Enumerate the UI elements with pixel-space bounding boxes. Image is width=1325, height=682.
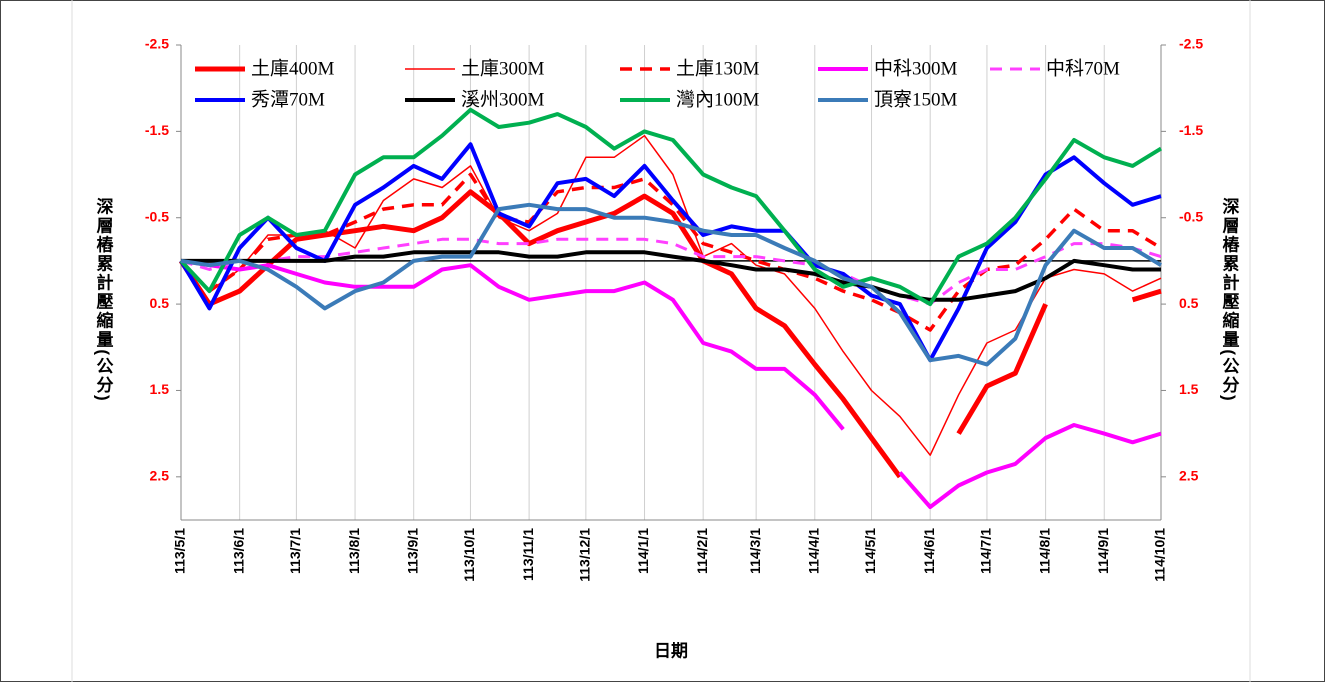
- legend-label: 頂寮150M: [874, 88, 958, 110]
- y2-tick-label: 2.5: [1179, 468, 1199, 484]
- legend-label: 土庫400M: [251, 57, 335, 79]
- y-axis-title: 深層樁累計壓縮量(公分): [94, 196, 114, 402]
- legend-label: 溪州300M: [461, 88, 545, 110]
- legend-label: 秀潭70M: [251, 88, 325, 110]
- legend-label: 中科70M: [1046, 57, 1120, 79]
- x-tick-label: 113/9/1: [404, 528, 420, 574]
- x-tick-label: 114/10/1: [1152, 528, 1168, 582]
- legend-label: 中科300M: [874, 57, 958, 79]
- x-tick-label: 113/12/1: [577, 528, 593, 582]
- series-line: [180, 258, 845, 431]
- x-tick-label: 113/7/1: [287, 528, 303, 574]
- legend-label: 土庫130M: [676, 57, 760, 79]
- x-tick-label: 113/8/1: [346, 528, 362, 574]
- y2-tick-label: -2.5: [1179, 36, 1203, 52]
- series-line: [180, 134, 1162, 456]
- x-tick-label: 113/5/1: [172, 528, 188, 574]
- y2-tick-label: 1.5: [1179, 381, 1199, 397]
- series-line: [180, 237, 1162, 306]
- x-tick-label: 114/8/1: [1036, 528, 1052, 574]
- series-line: [178, 189, 902, 479]
- y2-tick-label: 0.5: [1179, 295, 1199, 311]
- series-line: [181, 250, 1161, 302]
- x-tick-label: 114/2/1: [694, 528, 710, 574]
- x-axis-title: 日期: [654, 641, 688, 660]
- x-tick-label: 113/6/1: [230, 528, 246, 574]
- x-tick-label: 114/6/1: [921, 528, 937, 574]
- y2-axis-title: 深層樁累計壓縮量(公分): [1220, 196, 1240, 402]
- x-tick-label: 114/1/1: [635, 528, 651, 574]
- series-line: [179, 142, 1162, 363]
- legend-label: 灣內100M: [676, 88, 760, 110]
- x-tick-label: 114/4/1: [805, 528, 821, 574]
- y-tick-label: 2.5: [150, 468, 170, 484]
- y-tick-label: 0.5: [150, 295, 170, 311]
- x-tick-label: 114/5/1: [862, 528, 878, 574]
- x-tick-label: 114/3/1: [747, 528, 763, 574]
- legend-label: 土庫300M: [461, 57, 545, 79]
- y2-tick-label: -1.5: [1179, 122, 1203, 138]
- x-tick-label: 113/11/1: [520, 528, 536, 581]
- x-tick-label: 113/10/1: [461, 528, 477, 582]
- series-line: [180, 202, 1163, 367]
- y-tick-label: -1.5: [145, 122, 169, 138]
- series-line: [1131, 288, 1162, 303]
- x-tick-label: 114/7/1: [978, 528, 994, 574]
- series-line: [179, 107, 1163, 307]
- y-tick-label: 1.5: [150, 381, 170, 397]
- x-tick-label: 114/9/1: [1095, 528, 1111, 574]
- series-line: [956, 303, 1048, 435]
- y-tick-label: -0.5: [145, 208, 169, 224]
- y2-tick-label: -0.5: [1179, 208, 1203, 224]
- y-tick-label: -2.5: [145, 36, 169, 52]
- series-line: [898, 423, 1162, 509]
